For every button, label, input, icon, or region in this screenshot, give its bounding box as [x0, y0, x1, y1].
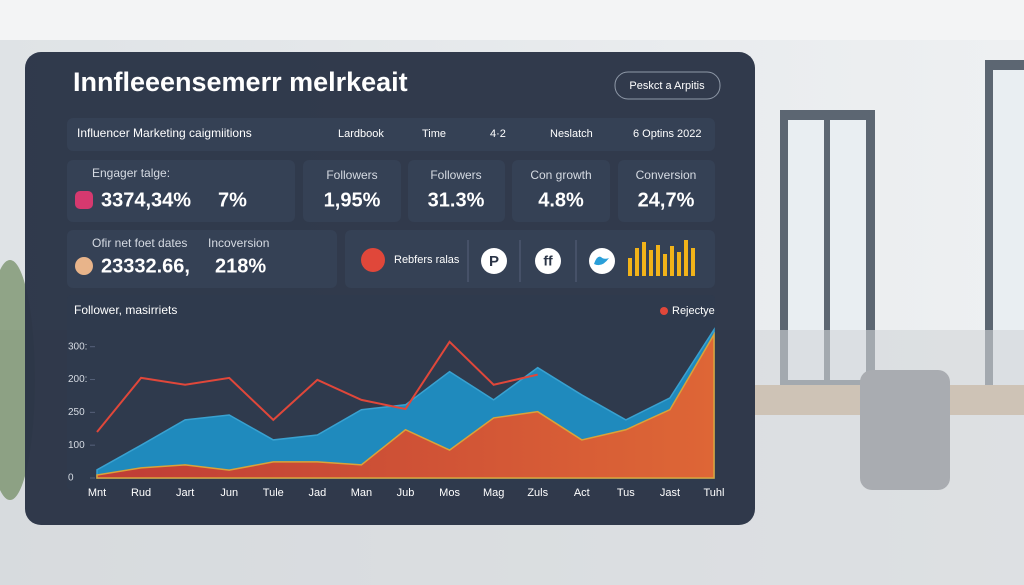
filter-bar — [67, 118, 715, 151]
summary-value: 23332.66, — [101, 255, 190, 277]
button-label[interactable]: Peskct a Arpitis — [629, 80, 705, 92]
kpi-value: 7% — [218, 189, 247, 211]
legend-label: Rejectye — [672, 305, 715, 317]
filter[interactable]: Neslatch — [550, 128, 593, 140]
kpi-label: Followers — [430, 168, 481, 182]
svg-text:ff: ff — [543, 253, 553, 269]
y-tick-label: 0 — [68, 473, 74, 484]
kpi-value: 31.3% — [428, 189, 485, 211]
kpi-card — [303, 160, 401, 222]
legend-marker — [660, 307, 668, 315]
line — [96, 340, 538, 433]
referral-card — [345, 230, 715, 288]
x-tick-label: Mnt — [88, 487, 106, 499]
kpi-card — [408, 160, 505, 222]
x-tick-label: Man — [351, 487, 372, 499]
kpi-label: Engager talge: — [92, 166, 170, 180]
summary-label: Incoversion — [208, 236, 269, 250]
x-tick-label: Mos — [439, 487, 460, 499]
kpi-label: Conversion — [636, 168, 697, 182]
filter[interactable]: Time — [422, 128, 446, 140]
y-tick-label: 300: — [68, 341, 87, 352]
kpi-card — [618, 160, 715, 222]
chart-title: Follower, masirriets — [74, 303, 177, 317]
kpi-label: Followers — [326, 168, 377, 182]
instagram-icon — [75, 191, 93, 209]
referral-label: Rebfers ralas — [394, 254, 460, 266]
x-tick-label: Act — [574, 487, 590, 499]
area — [96, 331, 715, 479]
dashboard-title: Innfleeensemerr melrkeait — [73, 67, 408, 97]
x-tick-label: Jub — [397, 487, 415, 499]
x-tick-label: Tuhl — [704, 487, 725, 499]
summary-card — [67, 230, 337, 288]
x-tick-label: Mag — [483, 487, 504, 499]
avatar — [75, 257, 93, 275]
kpi-label: Con growth — [530, 168, 591, 182]
kpi-value: 3374,34% — [101, 189, 191, 211]
x-tick-label: Jast — [660, 487, 680, 499]
chart: 0 100 250 200: 300: Mnt Rud Jart Jun Tule Jad Man Ju… — [68, 305, 725, 499]
svg-text:P: P — [489, 253, 499, 270]
kpi-card — [512, 160, 610, 222]
x-tick-label: Rud — [131, 487, 151, 499]
kpi-value: 4.8% — [538, 189, 584, 211]
filter[interactable]: 4·2 — [490, 128, 506, 140]
filter[interactable]: 6 Optins 2022 — [633, 128, 702, 140]
x-tick-label: Zuls — [527, 487, 548, 499]
filter[interactable]: Lardbook — [338, 128, 384, 140]
x-tick-label: Tule — [263, 487, 284, 499]
y-tick-label: 250 — [68, 407, 85, 418]
y-tick-label: 100 — [68, 440, 85, 451]
x-tick-label: Tus — [617, 487, 635, 499]
kpi-card — [67, 160, 295, 222]
x-tick-label: Jad — [308, 487, 326, 499]
summary-label: Ofir net foet dates — [92, 236, 187, 250]
x-tick-label: Jun — [220, 487, 238, 499]
y-tick-label: 200: — [68, 374, 87, 385]
button[interactable] — [614, 71, 721, 100]
kpi-value: 24,7% — [638, 189, 695, 211]
social-icons: P ff — [467, 240, 695, 282]
summary-value: 218% — [215, 255, 266, 277]
filter[interactable]: Influencer Marketing caigmiitions — [77, 126, 252, 140]
x-tick-label: Jart — [176, 487, 194, 499]
kpi-value: 1,95% — [324, 189, 381, 211]
icon — [361, 248, 385, 272]
